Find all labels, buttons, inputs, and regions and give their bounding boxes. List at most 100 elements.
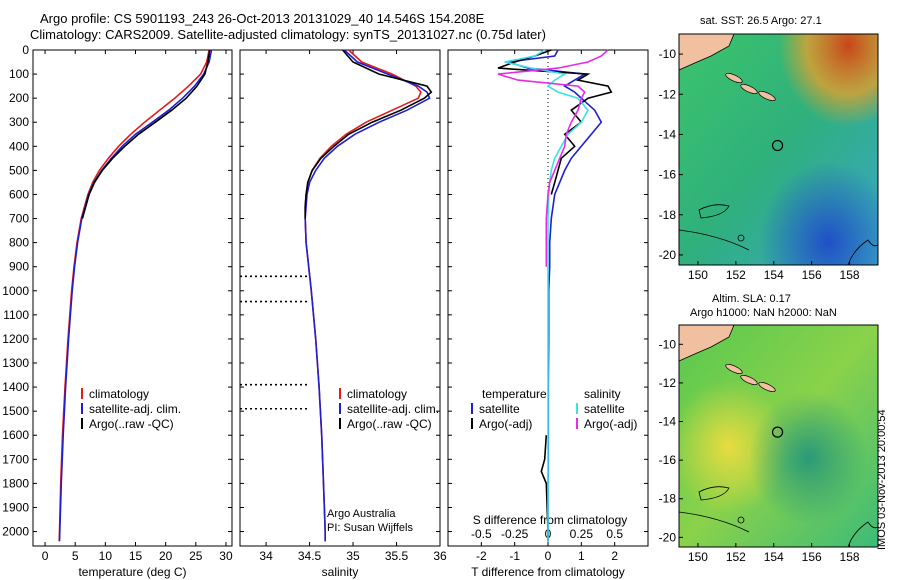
map-x-tick-label: 156: [802, 268, 822, 282]
legend-label: satellite: [584, 402, 625, 416]
x-tick-label: 20: [159, 549, 173, 563]
map-field: [679, 325, 878, 547]
x-tick-label: 34: [259, 549, 273, 563]
chart-title-line-2: Climatology: CARS2009. Satellite-adjuste…: [30, 27, 546, 42]
x-tick-label: 25: [189, 549, 203, 563]
profile-panel-2: 34 34.5 35 35.5 36 salinity climatologysatelli…: [239, 49, 447, 579]
institution-label: Argo Australia: [327, 508, 396, 520]
x-tick-label: 10: [99, 549, 113, 563]
map-x-tick-label: 156: [802, 550, 822, 564]
map-x-tick-label: 158: [840, 268, 860, 282]
legend-label: satellite: [479, 402, 520, 416]
profile-panel-3: -2 -1 0 1 2 T difference from climatology S di…: [447, 49, 649, 579]
y-tick-label: 800: [9, 236, 29, 250]
map-y-tick-label: -14: [659, 127, 677, 141]
legend-label: climatology: [347, 387, 407, 401]
x-tick-label: 36: [433, 549, 447, 563]
y-tick-label: 1000: [2, 284, 29, 298]
legend-label: satellite-adj. clim.: [89, 402, 181, 416]
argo-position-marker: [771, 139, 784, 152]
reef-contour: [698, 486, 730, 501]
map-y-tick-label: -20: [659, 530, 677, 544]
y-tick-label: 1400: [2, 380, 29, 394]
map-y-tick-label: -12: [659, 376, 677, 390]
sla-map: 150 152 154 156 158 -10 -12 -14 -16 -18 -20: [659, 324, 879, 564]
map-x-tick-label: 150: [688, 268, 708, 282]
y-tick-label: 0: [22, 43, 29, 57]
map-x-tick-label: 152: [726, 550, 746, 564]
legend-header: salinity: [584, 387, 621, 401]
map-x-tick-label: 150: [688, 550, 708, 564]
x-tick-label: -1: [509, 549, 520, 563]
map-y-tick-label: -16: [659, 453, 677, 467]
x-tick-label: 1: [578, 549, 585, 563]
x-tick-label: 30: [219, 549, 233, 563]
top-tick-label: 0.5: [606, 527, 623, 541]
island: [758, 90, 776, 102]
x-tick-label: 5: [72, 549, 79, 563]
sla-map-subtitle: Argo h1000: NaN h2000: NaN: [690, 307, 837, 319]
map-frame: [678, 324, 879, 548]
top-tick-label: -0.25: [501, 527, 529, 541]
map-y-tick-label: -18: [659, 492, 677, 506]
map-y-tick-label: -18: [659, 208, 677, 222]
map-field: [679, 34, 878, 265]
island: [725, 363, 743, 375]
y-tick-label: 1500: [2, 404, 29, 418]
y-tick-label: 1300: [2, 356, 29, 370]
series-line: [504, 49, 589, 542]
y-tick-label: 900: [9, 260, 29, 274]
island: [740, 374, 758, 386]
series-line: [497, 49, 609, 267]
imos-timestamp: IMOS 03-Nov-2013 20:00:54: [876, 409, 888, 550]
island: [758, 381, 776, 393]
y-tick-label: 1700: [2, 452, 29, 466]
y-tick-label: 2000: [2, 525, 29, 539]
legend-label: Argo(-adj): [479, 417, 532, 431]
sst-map-title: sat. SST: 26.5 Argo: 27.1: [700, 15, 822, 27]
y-tick-label: 1800: [2, 476, 29, 490]
sla-map-title: Altim. SLA: 0.17: [712, 293, 791, 305]
island: [740, 83, 758, 95]
pi-label: PI: Susan Wijffels: [327, 522, 413, 534]
x-axis-label: T difference from climatology: [471, 565, 625, 579]
series-line: [304, 49, 431, 542]
top-axis-label: S difference from climatology: [473, 513, 628, 527]
map-x-tick-label: 158: [840, 550, 860, 564]
map-y-tick-label: -20: [659, 248, 677, 262]
argo-position-marker: [771, 426, 784, 438]
x-tick-label: 15: [129, 549, 143, 563]
y-tick-label: 1600: [2, 428, 29, 442]
x-tick-label: 0: [42, 549, 49, 563]
map-y-tick-label: -10: [659, 337, 677, 351]
depth-contour: [678, 229, 750, 251]
legend-label: Argo(-adj): [584, 417, 637, 431]
x-axis-label: salinity: [322, 565, 359, 579]
plot-frame: [32, 49, 233, 547]
x-tick-label: 34.5: [298, 549, 322, 563]
top-tick-label: -0.5: [471, 527, 492, 541]
institution-note: Argo Australia PI: Susan Wijffels: [327, 507, 413, 535]
y-tick-label: 1900: [2, 500, 29, 514]
reef-contour: [737, 516, 745, 524]
chart-title-line-1: Argo profile: CS 5901193_243 26-Oct-2013…: [40, 11, 485, 26]
y-tick-label: 200: [9, 91, 29, 105]
y-tick-label: 700: [9, 212, 29, 226]
y-tick-label: 300: [9, 115, 29, 129]
legend-label: climatology: [89, 387, 149, 401]
map-frame: [678, 33, 879, 266]
y-tick-label: 400: [9, 139, 29, 153]
x-tick-label: 35.5: [385, 549, 409, 563]
profile-panel-1: 0100200300400500600700800900100011001200…: [2, 43, 233, 579]
y-tick-label: 1100: [3, 308, 29, 322]
top-tick-label: 0.25: [570, 527, 594, 541]
legend-header: temperature: [482, 387, 547, 401]
legend-label: Argo(..raw -QC): [89, 417, 174, 431]
x-tick-label: 0: [545, 549, 552, 563]
map-x-tick-label: 154: [764, 550, 784, 564]
y-tick-label: 100: [9, 67, 29, 81]
map-y-tick-label: -14: [659, 415, 677, 429]
series-line: [81, 49, 211, 219]
depth-contour: [678, 511, 750, 533]
